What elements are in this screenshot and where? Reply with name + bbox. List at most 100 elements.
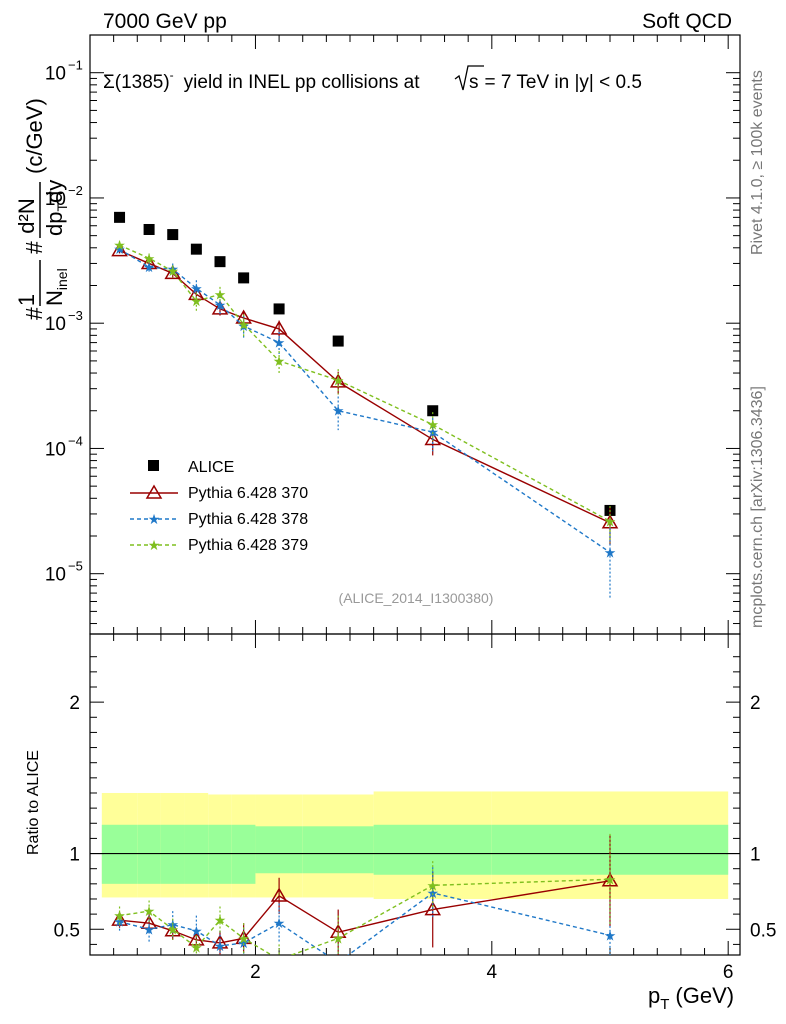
series-0-ratio-point bbox=[424, 901, 442, 916]
alice-point bbox=[238, 272, 250, 284]
series-2-ratio-point: ★ bbox=[273, 952, 286, 968]
main-ytick-label-exp: −3 bbox=[68, 308, 83, 323]
xlabel: pT (GeV) bbox=[648, 983, 734, 1013]
main-ytick-label-exp: −1 bbox=[68, 58, 83, 73]
alice-point bbox=[214, 256, 226, 268]
series-1-ratio-point: ★ bbox=[166, 917, 179, 933]
svg-text:(c/GeV): (c/GeV) bbox=[22, 98, 47, 174]
series-1-point: ★ bbox=[332, 403, 345, 419]
series-2-ratio-point: ★ bbox=[190, 939, 203, 955]
series-2-point: ★ bbox=[166, 263, 179, 279]
legend-label-370: Pythia 6.428 370 bbox=[188, 485, 308, 502]
sqrt-sign-icon bbox=[454, 65, 484, 91]
ratio-data: ★ ★ ★ ★★ ★★★★★★ ★★★★★★★★ ★ bbox=[111, 833, 619, 971]
rivet-label: Rivet 4.1.0, ≥ 100k events bbox=[749, 70, 766, 255]
ratio-band-inner bbox=[137, 824, 161, 884]
ylabel-dp: dp bbox=[42, 212, 67, 236]
series-1-ratio-point: ★ bbox=[237, 935, 250, 951]
series-2-ratio-line bbox=[119, 878, 611, 955]
series-1-point: ★ bbox=[237, 318, 250, 334]
xlabel-p: p bbox=[648, 983, 660, 1008]
series-1-line bbox=[119, 248, 611, 553]
series-1-ratio-point: ★ bbox=[273, 915, 286, 931]
series-2-ratio-point: ★ bbox=[604, 871, 617, 887]
series-1-point: ★ bbox=[143, 259, 156, 275]
ratio-ytick-label-right: 2 bbox=[750, 693, 761, 714]
xtick-label: 2 bbox=[250, 962, 261, 983]
ylabel-one: 1 bbox=[14, 294, 39, 306]
alice-point bbox=[427, 405, 439, 417]
ratio-band-inner bbox=[160, 824, 185, 884]
plot-title-rest: s = 7 TeV in |y| < 0.5 bbox=[469, 72, 642, 93]
ratio-band-inner bbox=[231, 824, 256, 884]
alice-point bbox=[332, 335, 344, 347]
main-ytick-label: 10 bbox=[45, 189, 66, 210]
xtick-label: 4 bbox=[487, 962, 498, 983]
series-2-ratio-point: ★ bbox=[214, 912, 227, 928]
ylabel-T: T bbox=[54, 203, 70, 212]
legend-marker-379: ★ bbox=[148, 537, 161, 553]
header-left: 7000 GeV pp bbox=[103, 10, 227, 33]
series-1-point: ★ bbox=[604, 544, 617, 560]
series-2-ratio-point: ★ bbox=[332, 930, 345, 946]
series-2-point: ★ bbox=[273, 353, 286, 369]
plot-title-particle: Σ(1385) bbox=[103, 72, 170, 93]
legend-marker-370 bbox=[145, 484, 163, 499]
series-2-ratio-point: ★ bbox=[166, 921, 179, 937]
analysis-watermark: (ALICE_2014_I1300380) bbox=[339, 590, 494, 606]
ylabel-d2N: d²N bbox=[14, 198, 39, 233]
series-0-point bbox=[140, 254, 158, 270]
series-2-ratio-point: ★ bbox=[143, 903, 156, 919]
main-ytick-label: 10 bbox=[45, 64, 66, 85]
ratio-band-inner bbox=[255, 826, 303, 874]
series-1-ratio-point: ★ bbox=[143, 921, 156, 937]
series-2-point: ★ bbox=[237, 316, 250, 332]
plot-title-sqrt: s bbox=[469, 72, 479, 93]
series-1-ratio-point: ★ bbox=[332, 955, 345, 971]
series-1-ratio-point: ★ bbox=[604, 927, 617, 943]
series-0-line bbox=[119, 249, 611, 524]
alice-point bbox=[143, 223, 155, 235]
alice-point bbox=[273, 303, 285, 315]
series-1-ratio-line bbox=[119, 892, 611, 955]
ratio-band-inner bbox=[101, 824, 138, 884]
ratio-panel: 2 4 62 21 10.5 0.5★ ★ ★ ★★ ★★★★★★ ★★★★★★★★ ★ bbox=[54, 633, 776, 983]
main-ylabel: # 1 Ninel # d²N dpTdy (c/GeV) bbox=[14, 98, 70, 320]
series-1-ratio-point: ★ bbox=[426, 885, 439, 901]
main-ytick-label: 10 bbox=[45, 565, 66, 586]
svg-text:#: # bbox=[21, 307, 47, 320]
xlabel-unit: (GeV) bbox=[675, 983, 734, 1008]
series-1-ratio-point: ★ bbox=[214, 938, 227, 954]
main-ytick-label-exp: −2 bbox=[68, 183, 83, 198]
alice-point bbox=[167, 229, 179, 241]
svg-text:dpTdy: dpTdy bbox=[42, 180, 70, 236]
legend-label-379: Pythia 6.428 379 bbox=[188, 537, 308, 554]
ratio-ytick-label-left: 2 bbox=[69, 693, 80, 714]
main-ytick-label: 10 bbox=[45, 439, 66, 460]
legend-marker-alice bbox=[148, 460, 159, 471]
series-0-ratio-point bbox=[270, 887, 288, 902]
ylabel-inel: inel bbox=[54, 268, 70, 290]
series-1-point: ★ bbox=[273, 335, 286, 351]
ratio-ytick-label-right: 0.5 bbox=[750, 920, 776, 941]
ylabel-N: N bbox=[42, 290, 67, 306]
plot-title-text1: yield in INEL pp collisions at bbox=[184, 72, 421, 93]
series-1-point: ★ bbox=[214, 297, 227, 313]
main-ytick-label: 10 bbox=[45, 314, 66, 335]
ratio-ytick-label-left: 1 bbox=[69, 845, 80, 866]
series-2-ratio-point: ★ bbox=[113, 908, 126, 924]
legend-marker-378: ★ bbox=[148, 511, 161, 527]
svg-text:1: 1 bbox=[14, 294, 39, 306]
legend-label-378: Pythia 6.428 378 bbox=[188, 511, 308, 528]
series-1-point: ★ bbox=[190, 280, 203, 296]
ylabel-hash-1: # bbox=[21, 307, 47, 320]
legend-label-alice: ALICE bbox=[188, 459, 234, 476]
plot-title-charge: - bbox=[170, 68, 174, 82]
svg-text:d²N: d²N bbox=[14, 198, 39, 233]
series-2-ratio-point: ★ bbox=[237, 930, 250, 946]
ratio-band-inner bbox=[184, 824, 209, 884]
series-1-point: ★ bbox=[113, 241, 126, 257]
ratio-band-inner bbox=[302, 826, 374, 874]
series-2-point: ★ bbox=[113, 237, 126, 253]
series-2-point: ★ bbox=[426, 417, 439, 433]
